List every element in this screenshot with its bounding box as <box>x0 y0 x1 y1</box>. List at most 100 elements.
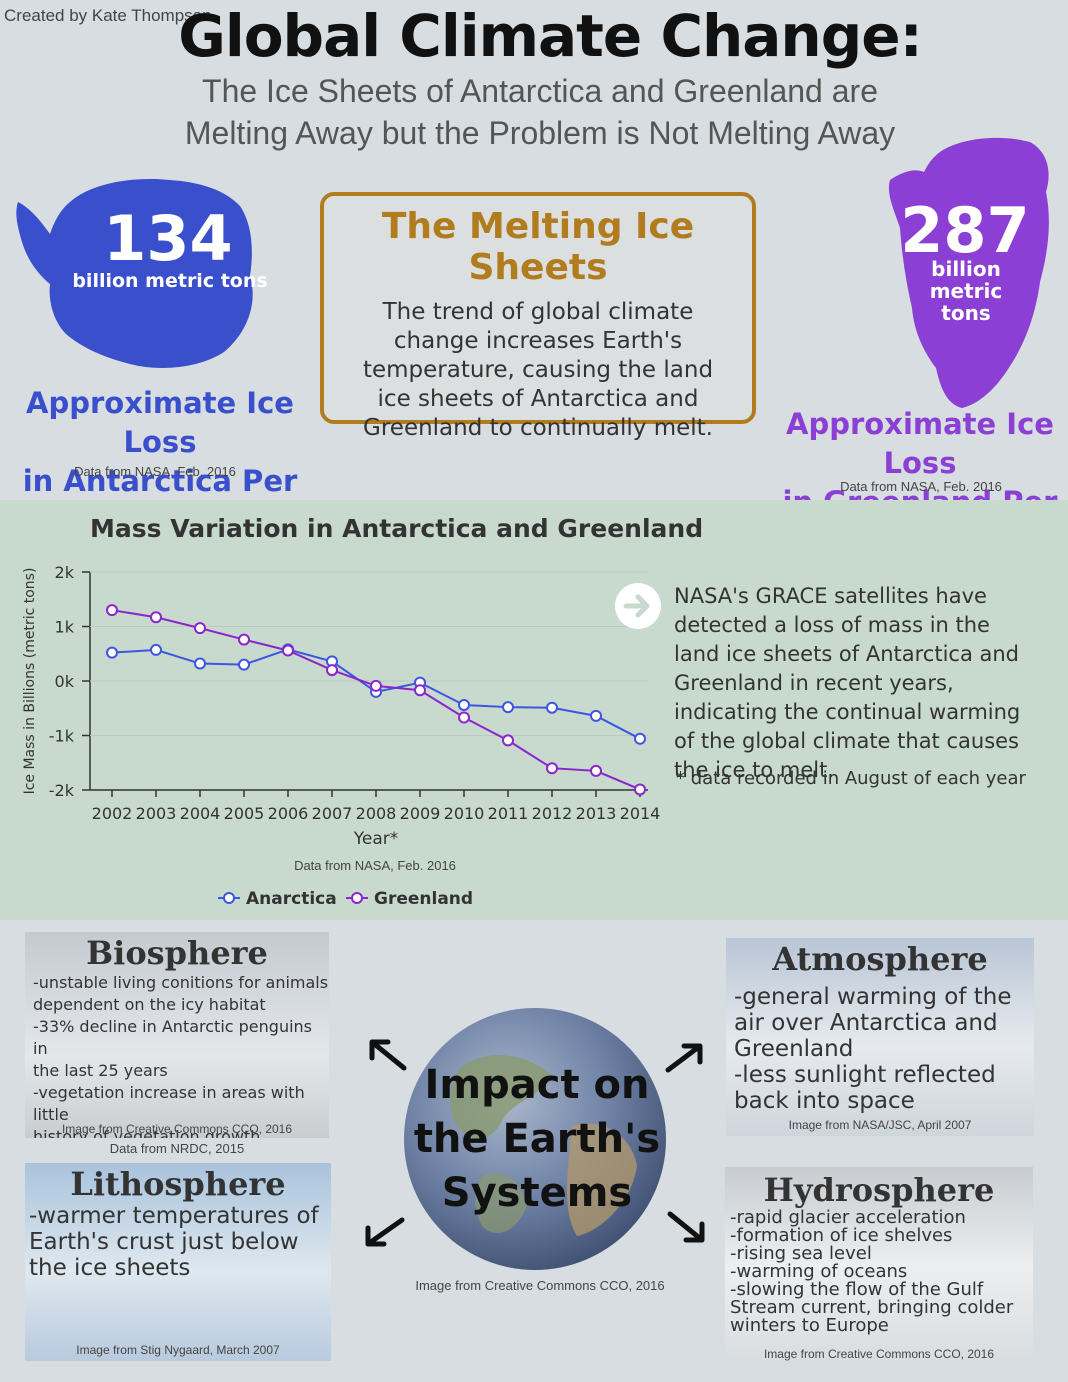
subtitle: The Ice Sheets of Antarctica and Greenla… <box>60 70 1020 154</box>
greenland-loss-unit: billion metric tons <box>880 258 1052 324</box>
globe-image-credit: Image from Creative Commons CCO, 2016 <box>415 1278 665 1293</box>
hydrosphere-line: -warming of oceans <box>730 1261 908 1282</box>
data-point-greenland <box>150 611 162 624</box>
chart-source: Data from NASA, Feb. 2016 <box>294 858 456 873</box>
chart-y-ticks: 2k 1k 0k -1k -2k <box>49 563 90 800</box>
chart-x-tick-label: 2004 <box>180 804 221 823</box>
data-point-greenland <box>458 711 470 724</box>
data-point-greenland <box>634 783 646 796</box>
atmosphere-panel: Atmosphere -general warming of the air o… <box>726 938 1034 1136</box>
hydrosphere-panel: Hydrosphere -rapid glacier acceleration … <box>725 1167 1033 1365</box>
biosphere-panel: Biosphere -unstable living conitions for… <box>25 932 329 1138</box>
atmosphere-line: -general warming of the <box>734 984 1012 1010</box>
data-point-greenland <box>590 764 602 777</box>
arrow-up-left-icon <box>369 1039 407 1071</box>
lithosphere-line: the ice sheets <box>29 1255 191 1281</box>
data-point-greenland <box>326 664 338 677</box>
greenland-source: Data from NASA, Feb. 2016 <box>840 479 1002 494</box>
biosphere-line: history of vegetation growth <box>33 1127 261 1138</box>
data-point-greenland <box>502 734 514 747</box>
melting-ice-sheets-box: The Melting Ice Sheets The trend of glob… <box>320 192 756 441</box>
antarctica-source: Data from NASA, Feb. 2016 <box>74 464 236 479</box>
biosphere-line: -vegetation increase in areas with littl… <box>33 1083 305 1124</box>
data-point-anarctica <box>634 732 646 745</box>
chart-x-tick-label: 2014 <box>620 804 661 823</box>
chart-y-tick-label: -1k <box>49 727 75 746</box>
biosphere-line: -unstable living conitions for animals <box>33 973 329 992</box>
chart-x-axis-label: Year* <box>353 829 399 849</box>
hydrosphere-line: winters to Europe <box>730 1315 889 1336</box>
biosphere-line: dependent on the icy habitat <box>33 995 266 1014</box>
lithosphere-line: -warmer temperatures of <box>29 1203 319 1229</box>
legend-marker-greenland <box>351 892 363 904</box>
data-point-greenland <box>546 762 558 775</box>
author-credit: Created by Kate Thompson <box>4 6 212 25</box>
atmosphere-line: Greenland <box>734 1036 854 1062</box>
data-point-anarctica <box>194 657 206 670</box>
chart-x-tick-label: 2006 <box>268 804 309 823</box>
atmosphere-line: -less sunlight reflected <box>734 1062 996 1088</box>
greenland-loss-value: 287 <box>900 194 1030 267</box>
subtitle-line-1: The Ice Sheets of Antarctica and Greenla… <box>202 73 878 109</box>
arrow-down-left-icon <box>365 1217 405 1247</box>
data-point-greenland <box>370 679 382 692</box>
biosphere-image-credit: Image from Creative Commons CCO, 2016 <box>61 1122 293 1136</box>
hydrosphere-line: -formation of ice shelves <box>730 1225 953 1246</box>
chart-x-tick-label: 2012 <box>532 804 573 823</box>
chart-x-tick-label: 2013 <box>576 804 617 823</box>
data-note: * data recorded in August of each year <box>676 768 1026 789</box>
chart-grid <box>89 571 648 791</box>
impact-label: Impact on the Earth's Systems <box>402 1058 672 1220</box>
arrow-up-right-icon <box>665 1043 703 1073</box>
chart-title: Mass Variation in Antarctica and Greenla… <box>90 514 704 543</box>
greenland-unit-line-1: billion <box>931 257 1001 281</box>
antarctica-caption-line-1: Approximate Ice Loss <box>26 386 294 459</box>
data-point-greenland <box>414 684 426 697</box>
lithosphere-text: -warmer temperatures of Earth's crust ju… <box>25 1203 331 1281</box>
data-point-anarctica <box>502 701 514 714</box>
data-point-greenland <box>282 644 294 657</box>
hydrosphere-title: Hydrosphere <box>763 1171 995 1209</box>
legend-label-greenland: Greenland <box>374 889 473 909</box>
chart-x-ticks: 2002 2003 2004 2005 2006 2007 2008 2009 2010 2011… <box>92 790 661 823</box>
data-point-anarctica <box>238 658 250 671</box>
antarctica-map-icon <box>16 178 253 368</box>
melting-box-title: The Melting Ice Sheets <box>381 206 695 288</box>
hydrosphere-line: Stream current, bringing colder <box>730 1297 1014 1318</box>
data-point-anarctica <box>458 698 470 711</box>
earth-globe-icon <box>404 1008 666 1270</box>
hydrosphere-line: -slowing the flow of the Gulf <box>730 1279 984 1300</box>
greenland-map-icon <box>888 137 1049 408</box>
atmosphere-line: air over Antarctica and <box>734 1010 998 1036</box>
chart-y-axis-label: Ice Mass in Billions (metric tons) <box>22 568 38 795</box>
atmosphere-line: back into space <box>734 1088 915 1114</box>
data-point-greenland <box>238 633 250 646</box>
chart-series <box>106 604 646 796</box>
antarctica-loss-value: 134 <box>103 202 233 275</box>
chart-x-tick-label: 2007 <box>312 804 353 823</box>
chart-x-tick-label: 2011 <box>488 804 529 823</box>
chart-x-tick-label: 2003 <box>136 804 177 823</box>
atmosphere-text: -general warming of the air over Antarct… <box>726 984 1034 1114</box>
greenland-unit-line-3: tons <box>941 301 991 325</box>
lithosphere-image-credit: Image from Stig Nygaard, March 2007 <box>76 1343 280 1357</box>
data-point-greenland <box>194 622 206 635</box>
chart-y-tick-label: 0k <box>55 672 75 691</box>
atmosphere-image-credit: Image from NASA/JSC, April 2007 <box>788 1118 972 1132</box>
antarctica-loss-unit: billion metric tons <box>72 270 268 292</box>
chart-x-tick-label: 2010 <box>444 804 485 823</box>
lithosphere-line: Earth's crust just below <box>29 1229 299 1255</box>
chart-y-tick-label: 1k <box>55 618 75 637</box>
arrow-down-right-icon <box>667 1211 705 1243</box>
lithosphere-panel: Lithosphere -warmer temperatures of Eart… <box>25 1163 331 1361</box>
chart-x-tick-label: 2009 <box>400 804 441 823</box>
impact-line-3: Systems <box>441 1170 633 1216</box>
chart-y-tick-label: 2k <box>55 563 75 582</box>
subtitle-line-2: Melting Away but the Problem is Not Melt… <box>184 115 896 151</box>
atmosphere-title: Atmosphere <box>772 940 988 978</box>
melting-box-text: The trend of global climate change incre… <box>362 299 714 441</box>
legend-label-anarctica: Anarctica <box>246 889 337 909</box>
chart-x-tick-label: 2008 <box>356 804 397 823</box>
greenland-unit-line-2: metric <box>929 279 1003 303</box>
